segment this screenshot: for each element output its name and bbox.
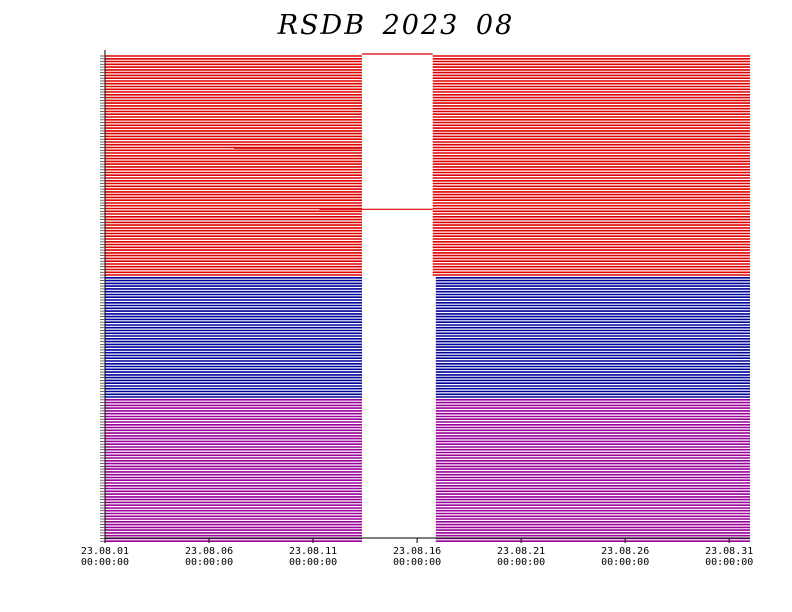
x-tick-time-label: 00:00:00 [393,557,441,568]
x-tick-time-label: 00:00:00 [81,557,129,568]
x-tick-time-label: 00:00:00 [289,557,337,568]
x-tick-time-label: 00:00:00 [185,557,233,568]
chart-title: RSDB 2023 08 [277,10,515,41]
x-tick-time-label: 00:00:00 [601,557,649,568]
x-tick-time-label: 00:00:00 [497,557,545,568]
series-blue [105,276,750,398]
x-tick-label: 23.08.16 [393,546,441,557]
series-purple [105,398,750,543]
x-tick-time-label: 00:00:00 [705,557,753,568]
x-ticks: 23.08.0100:00:0023.08.0600:00:0023.08.11… [81,538,753,568]
series-red [105,55,750,276]
x-tick-label: 23.08.11 [289,546,337,557]
x-tick-label: 23.08.26 [601,546,649,557]
x-tick-label: 23.08.01 [81,546,129,557]
x-tick-label: 23.08.31 [705,546,753,557]
axes [100,50,750,542]
x-tick-label: 23.08.21 [497,546,545,557]
x-tick-label: 23.08.06 [185,546,233,557]
station-lines [105,53,750,543]
